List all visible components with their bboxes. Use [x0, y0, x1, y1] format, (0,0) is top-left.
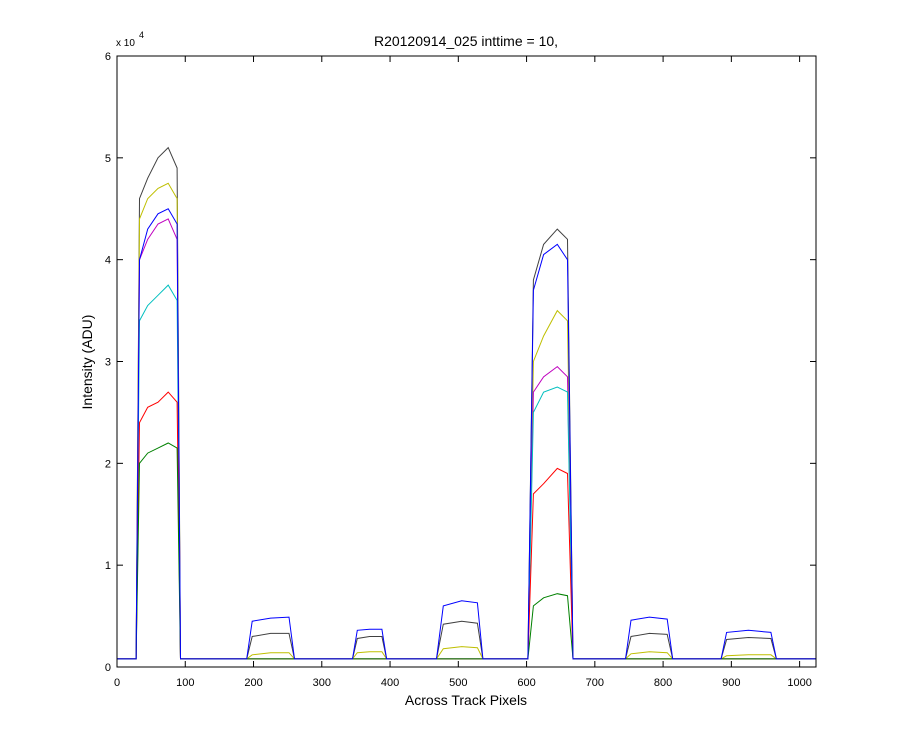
y-multiplier: x 10: [116, 38, 135, 49]
series-line: [117, 208, 816, 660]
x-tick-label: 300: [313, 677, 331, 689]
x-tick-label: 500: [449, 677, 467, 689]
x-tick-label: 400: [381, 677, 399, 689]
y-tick-label: 1: [105, 560, 111, 572]
y-tick-label: 0: [105, 662, 111, 674]
y-tick-label: 6: [105, 51, 111, 63]
y-tick-label: 4: [105, 255, 111, 267]
x-tick-label: 100: [176, 677, 194, 689]
x-axis-label: Across Track Pixels: [405, 692, 527, 708]
x-tick-label: 600: [517, 677, 535, 689]
series-line: [117, 442, 816, 660]
x-tick-label: 0: [114, 677, 120, 689]
x-tick-label: 700: [586, 677, 604, 689]
y-axis-label: Intensity (ADU): [79, 315, 95, 410]
y-tick-label: 3: [105, 357, 111, 369]
y-multiplier-exponent: 4: [139, 30, 144, 40]
x-tick-label: 800: [654, 677, 672, 689]
x-tick-label: 900: [722, 677, 740, 689]
x-tick-label: 200: [244, 677, 262, 689]
y-tick-label: 2: [105, 458, 111, 470]
chart-title: R20120914_025 inttime = 10,: [374, 33, 558, 49]
y-tick-label: 5: [105, 153, 111, 165]
x-tick-label: 1000: [787, 677, 811, 689]
